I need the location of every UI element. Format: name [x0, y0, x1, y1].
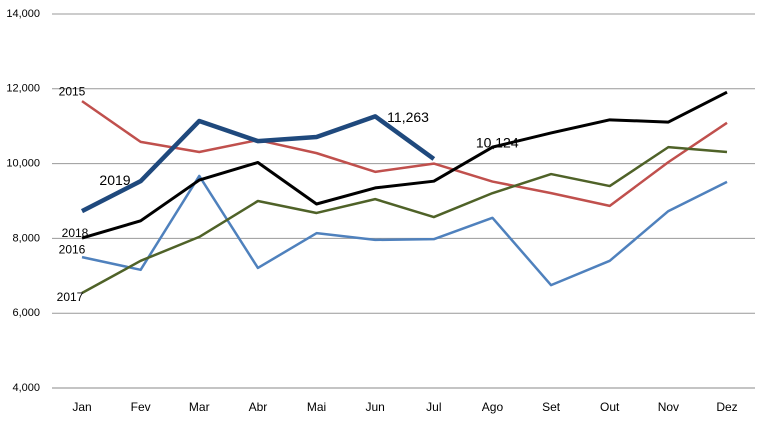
x-tick-label: Abr: [249, 400, 268, 414]
x-tick-label: Fev: [131, 400, 151, 414]
x-tick-label: Jan: [72, 400, 91, 414]
data-label: 11,263: [387, 109, 429, 125]
x-tick-label: Mai: [307, 400, 326, 414]
x-tick-label: Set: [542, 400, 561, 414]
series-line: [81, 100, 728, 208]
series-label: 2019: [99, 172, 130, 188]
x-tick-label: Ago: [482, 400, 504, 414]
series-line: [80, 114, 436, 214]
x-tick-label: Jun: [366, 400, 385, 414]
series-label: 2017: [57, 290, 84, 304]
y-tick-label: 4,000: [12, 382, 40, 394]
series-line: [81, 90, 728, 240]
y-tick-label: 12,000: [6, 83, 40, 95]
y-tick-label: 10,000: [6, 158, 40, 170]
x-tick-label: Out: [600, 400, 620, 414]
x-tick-label: Dez: [716, 400, 737, 414]
y-tick-label: 8,000: [12, 232, 40, 244]
series-label: 2018: [62, 226, 89, 240]
y-tick-label: 6,000: [12, 307, 40, 319]
series-label: 2015: [59, 84, 86, 98]
y-tick-label: 14,000: [6, 8, 40, 20]
x-tick-label: Jul: [426, 400, 441, 414]
x-tick-label: Nov: [658, 400, 679, 414]
series-line: [81, 145, 728, 295]
x-tick-label: Mar: [189, 400, 210, 414]
series-line: [81, 174, 728, 287]
series-label: 2016: [59, 242, 86, 256]
data-label: 10,124: [476, 135, 519, 151]
